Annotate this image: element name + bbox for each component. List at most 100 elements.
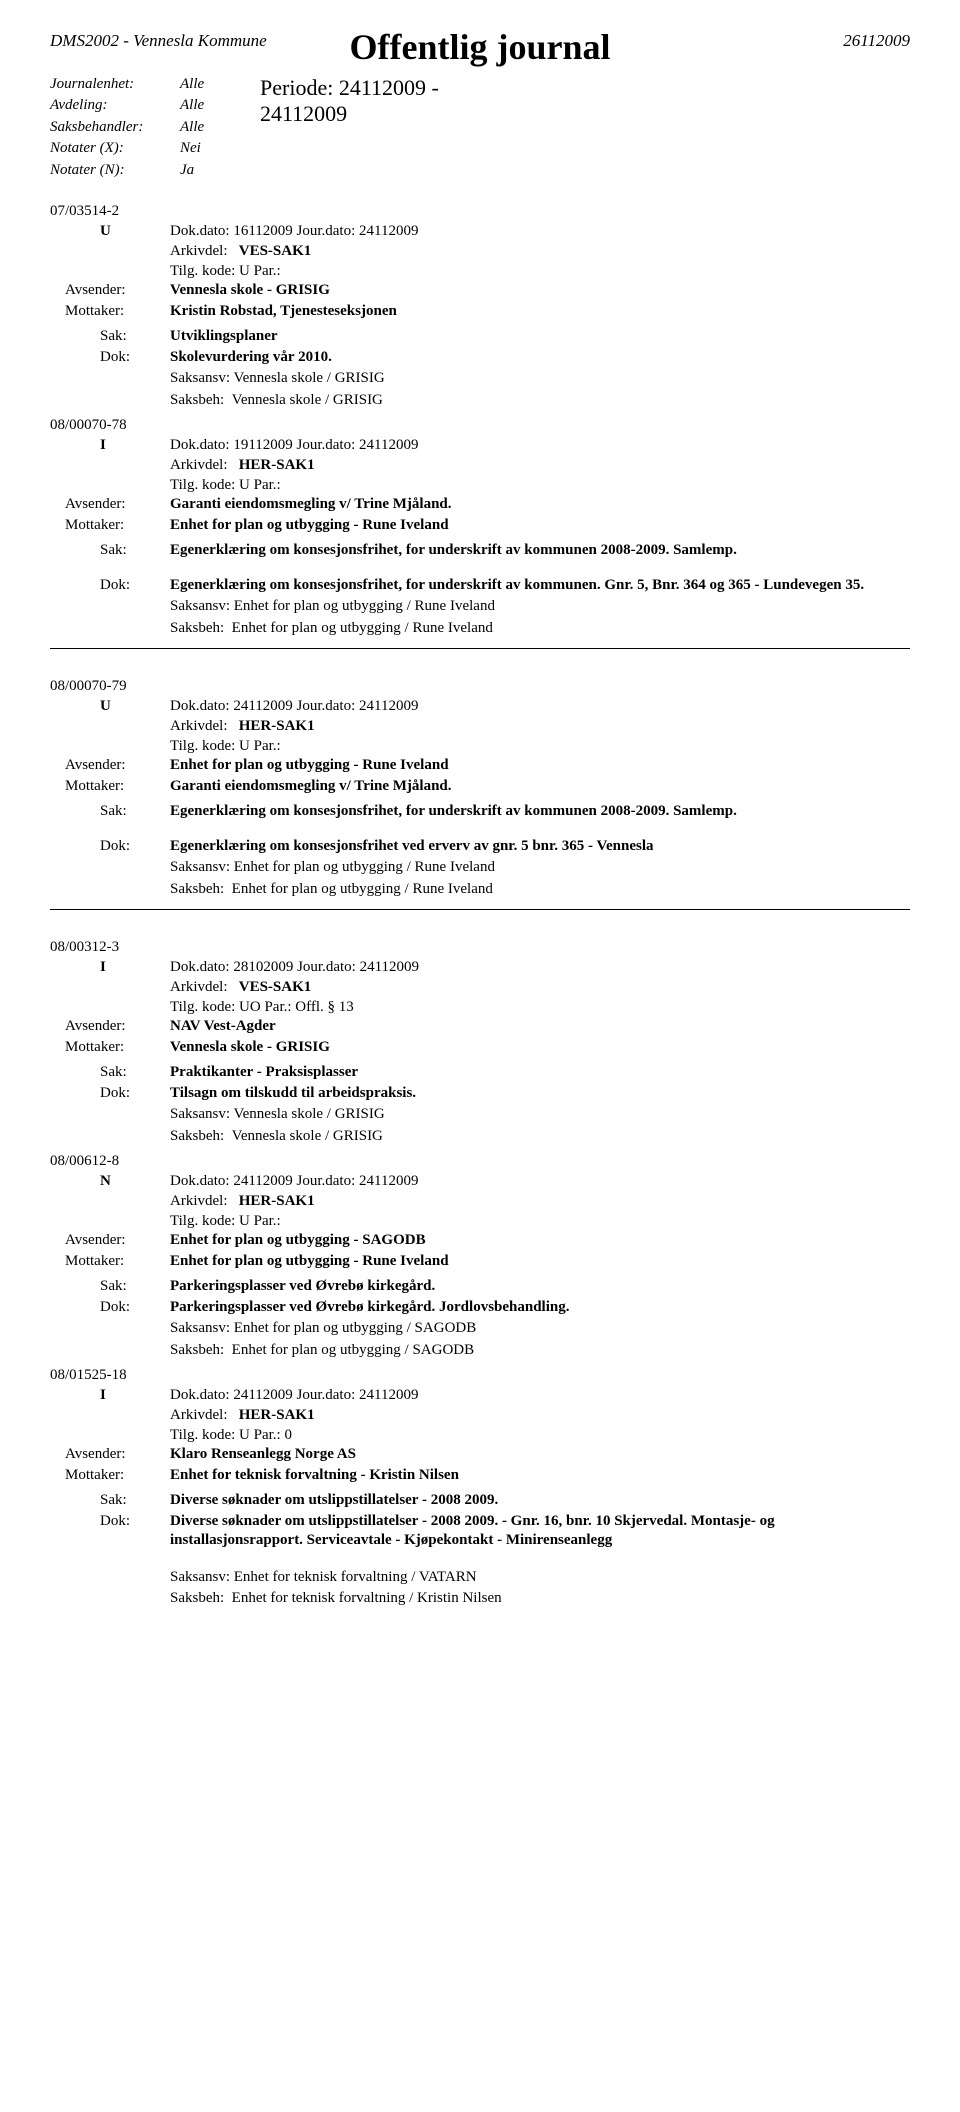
- sak-value: Praktikanter - Praksisplasser: [170, 1063, 910, 1083]
- dok-label: Dok:: [100, 1512, 170, 1551]
- dok-label: Dok:: [100, 1298, 170, 1318]
- dok-value: Parkeringsplasser ved Øvrebø kirkegård. …: [170, 1298, 910, 1318]
- arkivdel-line: Arkivdel: HER-SAK1: [170, 717, 910, 737]
- avsender-value: Enhet for plan og utbygging - Rune Ivela…: [170, 756, 910, 776]
- sak-label: Sak:: [100, 327, 170, 347]
- dok-value: Diverse søknader om utslippstillatelser …: [170, 1512, 910, 1551]
- arkivdel-line: Arkivdel: VES-SAK1: [170, 978, 910, 998]
- meta-left: Journalenhet: Alle Avdeling: Alle Saksbe…: [50, 75, 250, 183]
- dok-value: Skolevurdering vår 2010.: [170, 348, 910, 368]
- sak-value: Diverse søknader om utslippstillatelser …: [170, 1491, 910, 1511]
- notater-x-value: Nei: [180, 139, 240, 159]
- arkivdel-line: Arkivdel: VES-SAK1: [170, 242, 910, 262]
- saksbeh-line: Saksbeh: Enhet for plan og utbygging / R…: [170, 880, 910, 900]
- avsender-value: Klaro Renseanlegg Norge AS: [170, 1445, 910, 1465]
- mottaker-label: Mottaker:: [50, 302, 170, 322]
- periode-label: Periode:: [260, 75, 333, 100]
- sak-label: Sak:: [100, 1277, 170, 1297]
- avsender-label: Avsender:: [50, 1017, 170, 1037]
- mottaker-value: Enhet for plan og utbygging - Rune Ivela…: [170, 1252, 910, 1272]
- tilg-line: Tilg. kode: U Par.: 0: [170, 1426, 910, 1446]
- mottaker-value: Enhet for teknisk forvaltning - Kristin …: [170, 1466, 910, 1486]
- saksbeh-line: Saksbeh: Enhet for teknisk forvaltning /…: [170, 1589, 910, 1609]
- type-code: I: [50, 958, 170, 978]
- periode-block: Periode: 24112009 - 24112009: [260, 75, 439, 183]
- journal-entry: 08/00312-3IDok.dato: 28102009 Jour.dato:…: [50, 938, 910, 1146]
- type-code: U: [50, 222, 170, 242]
- case-id: 08/00070-78: [50, 416, 910, 436]
- notater-n-label: Notater (N):: [50, 161, 180, 181]
- notater-x-label: Notater (X):: [50, 139, 180, 159]
- saksbehandler-label: Saksbehandler:: [50, 118, 180, 138]
- sak-value: Egenerklæring om konsesjonsfrihet, for u…: [170, 541, 910, 561]
- case-id: 07/03514-2: [50, 202, 910, 222]
- entry-divider: [50, 909, 910, 910]
- sak-value: Parkeringsplasser ved Øvrebø kirkegård.: [170, 1277, 910, 1297]
- dok-value: Tilsagn om tilskudd til arbeidspraksis.: [170, 1084, 910, 1104]
- saksansv-line: Saksansv: Vennesla skole / GRISIG: [170, 1105, 910, 1125]
- arkivdel-line: Arkivdel: HER-SAK1: [170, 1406, 910, 1426]
- journalenhet-label: Journalenhet:: [50, 75, 180, 95]
- entry-divider: [50, 648, 910, 649]
- journal-entry: 07/03514-2UDok.dato: 16112009 Jour.dato:…: [50, 202, 910, 410]
- avsender-value: Enhet for plan og utbygging - SAGODB: [170, 1231, 910, 1251]
- journal-entry: 08/00612-8NDok.dato: 24112009 Jour.dato:…: [50, 1152, 910, 1360]
- avsender-value: Vennesla skole - GRISIG: [170, 281, 910, 301]
- sak-label: Sak:: [100, 802, 170, 822]
- tilg-line: Tilg. kode: UO Par.: Offl. § 13: [170, 998, 910, 1018]
- journal-entry: 08/00070-78IDok.dato: 19112009 Jour.dato…: [50, 416, 910, 638]
- saksansv-line: Saksansv: Enhet for plan og utbygging / …: [170, 597, 910, 617]
- saksansv-line: Saksansv: Enhet for plan og utbygging / …: [170, 858, 910, 878]
- case-id: 08/01525-18: [50, 1366, 910, 1386]
- dok-dato: Dok.dato: 24112009 Jour.dato: 24112009: [170, 1172, 910, 1192]
- dok-label: Dok:: [100, 1084, 170, 1104]
- saksbehandler-value: Alle: [180, 118, 240, 138]
- periode-range1: 24112009 -: [339, 75, 439, 100]
- type-code: I: [50, 1386, 170, 1406]
- dok-label: Dok:: [100, 348, 170, 368]
- saksansv-line: Saksansv: Enhet for teknisk forvaltning …: [170, 1568, 910, 1588]
- dok-value: Egenerklæring om konsesjonsfrihet, for u…: [170, 576, 910, 596]
- journal-entry: 08/00070-79UDok.dato: 24112009 Jour.dato…: [50, 677, 910, 899]
- mottaker-label: Mottaker:: [50, 516, 170, 536]
- sak-label: Sak:: [100, 1491, 170, 1511]
- sak-value: Egenerklæring om konsesjonsfrihet, for u…: [170, 802, 910, 822]
- dok-dato: Dok.dato: 28102009 Jour.dato: 24112009: [170, 958, 910, 978]
- avsender-label: Avsender:: [50, 756, 170, 776]
- dok-dato: Dok.dato: 24112009 Jour.dato: 24112009: [170, 1386, 910, 1406]
- tilg-line: Tilg. kode: U Par.:: [170, 1212, 910, 1232]
- type-code: I: [50, 436, 170, 456]
- sak-label: Sak:: [100, 1063, 170, 1083]
- avsender-value: NAV Vest-Agder: [170, 1017, 910, 1037]
- meta-block: Journalenhet: Alle Avdeling: Alle Saksbe…: [50, 75, 910, 183]
- system-name: DMS2002 - Vennesla Kommune: [50, 30, 267, 52]
- header-date: 26112009: [843, 30, 910, 52]
- mottaker-value: Garanti eiendomsmegling v/ Trine Mjåland…: [170, 777, 910, 797]
- saksansv-line: Saksansv: Vennesla skole / GRISIG: [170, 369, 910, 389]
- dok-label: Dok:: [100, 837, 170, 857]
- case-id: 08/00070-79: [50, 677, 910, 697]
- saksbeh-line: Saksbeh: Vennesla skole / GRISIG: [170, 1127, 910, 1147]
- dok-value: Egenerklæring om konsesjonsfrihet ved er…: [170, 837, 910, 857]
- dok-dato: Dok.dato: 24112009 Jour.dato: 24112009: [170, 697, 910, 717]
- avdeling-label: Avdeling:: [50, 96, 180, 116]
- avsender-label: Avsender:: [50, 495, 170, 515]
- mottaker-value: Kristin Robstad, Tjenesteseksjonen: [170, 302, 910, 322]
- periode-range2: 24112009: [260, 101, 439, 127]
- mottaker-label: Mottaker:: [50, 1466, 170, 1486]
- sak-value: Utviklingsplaner: [170, 327, 910, 347]
- mottaker-label: Mottaker:: [50, 1038, 170, 1058]
- notater-n-value: Ja: [180, 161, 240, 181]
- arkivdel-line: Arkivdel: HER-SAK1: [170, 1192, 910, 1212]
- mottaker-label: Mottaker:: [50, 777, 170, 797]
- avsender-label: Avsender:: [50, 1445, 170, 1465]
- saksbeh-line: Saksbeh: Enhet for plan og utbygging / S…: [170, 1341, 910, 1361]
- dok-dato: Dok.dato: 19112009 Jour.dato: 24112009: [170, 436, 910, 456]
- saksbeh-line: Saksbeh: Vennesla skole / GRISIG: [170, 391, 910, 411]
- entries-container: 07/03514-2UDok.dato: 16112009 Jour.dato:…: [50, 202, 910, 1609]
- sak-label: Sak:: [100, 541, 170, 561]
- saksbeh-line: Saksbeh: Enhet for plan og utbygging / R…: [170, 619, 910, 639]
- tilg-line: Tilg. kode: U Par.:: [170, 476, 910, 496]
- journal-entry: 08/01525-18IDok.dato: 24112009 Jour.dato…: [50, 1366, 910, 1609]
- avsender-label: Avsender:: [50, 1231, 170, 1251]
